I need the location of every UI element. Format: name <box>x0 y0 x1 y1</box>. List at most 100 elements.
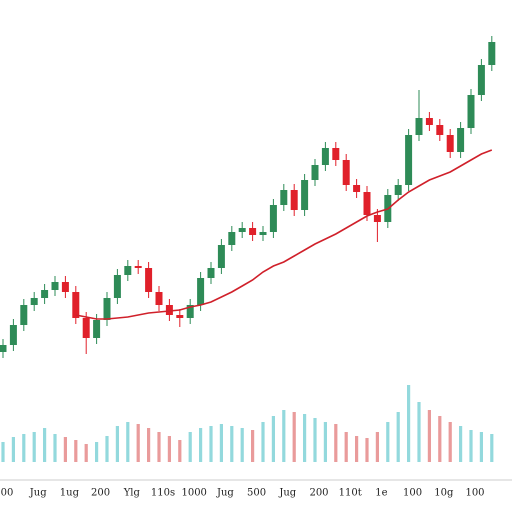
candle-body <box>290 190 298 210</box>
x-tick-label: 110s <box>151 488 175 499</box>
volume-bar <box>147 428 151 462</box>
volume-bar <box>251 430 255 462</box>
moving-average-line <box>75 149 493 320</box>
candle-body <box>207 268 215 278</box>
candle-body <box>415 118 423 135</box>
candle-body <box>394 185 402 195</box>
candle-body <box>93 320 101 338</box>
volume-bar <box>209 426 213 462</box>
volume-bar <box>84 444 88 462</box>
candle-body <box>113 275 121 298</box>
candle-body <box>176 315 184 318</box>
candle-body <box>477 65 485 95</box>
volume-bar <box>167 436 171 462</box>
volume-bar <box>313 418 317 462</box>
x-tick-label: 100 <box>465 488 484 499</box>
volume-bar <box>1 442 5 462</box>
candle-body <box>321 148 329 165</box>
candle-body <box>145 268 153 292</box>
x-tick-label: 1000 <box>181 488 206 499</box>
candle-body <box>82 318 90 338</box>
volume-bar <box>355 436 359 462</box>
volume-bar <box>157 432 161 462</box>
candle-body <box>155 292 163 305</box>
candle-body <box>488 42 496 65</box>
candle-body <box>363 192 371 215</box>
x-tick-label: Jug <box>216 488 234 499</box>
candle-body <box>41 290 49 298</box>
x-tick-label: 100 <box>403 488 422 499</box>
x-tick-label: 10g <box>434 488 454 499</box>
volume-bar <box>32 432 36 462</box>
candle-body <box>124 266 132 275</box>
x-tick-label: 00 <box>1 488 14 499</box>
volume-bar <box>240 428 244 462</box>
volume-bar <box>271 416 275 462</box>
volume-bar <box>199 428 203 462</box>
candle-body <box>342 160 350 185</box>
candle-body <box>405 135 413 185</box>
candle-body <box>446 135 454 152</box>
volume-bar <box>22 434 26 462</box>
volume-bar <box>417 402 421 462</box>
volume-bar <box>469 430 473 462</box>
candle-body <box>457 128 465 152</box>
volume-bar <box>438 416 442 462</box>
volume-bar <box>334 424 338 462</box>
candle-body <box>301 180 309 210</box>
volume-bar <box>11 437 15 462</box>
volume-bar <box>230 426 234 462</box>
volume-bar <box>219 424 223 462</box>
x-tick-label: 110t <box>339 488 362 499</box>
candle-body <box>197 278 205 305</box>
candle-body <box>165 305 173 315</box>
x-tick-label: 500 <box>247 488 266 499</box>
candle-body <box>249 228 257 235</box>
volume-bar <box>386 422 390 462</box>
candle-body <box>51 282 59 290</box>
volume-bar <box>427 410 431 462</box>
volume-bar <box>188 432 192 462</box>
volume-bar <box>459 426 463 462</box>
candle-body <box>186 305 194 318</box>
candle-body <box>436 125 444 135</box>
volume-bar <box>63 437 67 462</box>
volume-bar <box>43 428 47 462</box>
volume-bar <box>375 432 379 462</box>
volume-bar <box>53 434 57 462</box>
x-tick-label: Ylg <box>123 488 141 499</box>
x-tick-label: 200 <box>91 488 110 499</box>
candle-body <box>311 165 319 180</box>
volume-bar <box>95 442 99 462</box>
x-tick-label: 1e <box>375 488 387 499</box>
candle-body <box>72 292 80 318</box>
volume-bar <box>282 410 286 462</box>
candle-body <box>20 305 28 325</box>
volume-bar <box>136 424 140 462</box>
candle-body <box>353 185 361 192</box>
candle-body <box>269 205 277 232</box>
volume-bar <box>261 422 265 462</box>
volume-bar <box>344 432 348 462</box>
candle-body <box>425 118 433 125</box>
candle-body <box>9 325 17 345</box>
candle-body <box>280 190 288 205</box>
volume-bar <box>323 422 327 462</box>
volume-bar <box>479 432 483 462</box>
volume-bar <box>105 436 109 462</box>
candle-body <box>134 266 142 268</box>
candle-body <box>259 232 267 235</box>
candle-body <box>373 215 381 222</box>
volume-bar <box>396 412 400 462</box>
x-tick-label: Jug <box>29 488 47 499</box>
x-tick-label: 1ug <box>60 488 80 499</box>
volume-bar <box>126 422 130 462</box>
volume-bar <box>74 440 78 462</box>
candle-body <box>332 148 340 160</box>
candle-body <box>217 245 225 268</box>
candle-body <box>103 298 111 320</box>
candle-body <box>0 345 7 352</box>
volume-bar <box>407 385 411 462</box>
volume-bar <box>292 412 296 462</box>
